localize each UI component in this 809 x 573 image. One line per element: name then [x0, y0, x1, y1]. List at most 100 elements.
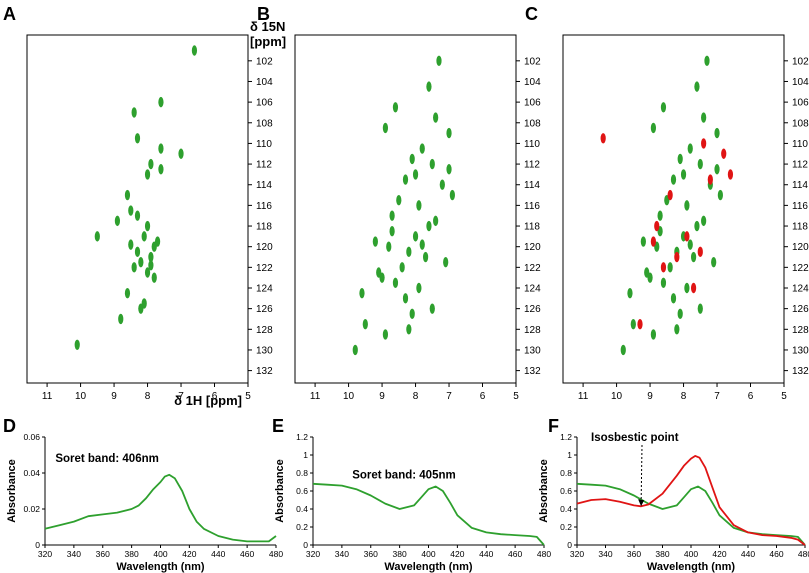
x-tick-label: 480 — [269, 549, 283, 559]
nmr-peak — [419, 239, 425, 250]
nmr-peak — [138, 303, 144, 314]
y-tick-label: 0.2 — [296, 522, 308, 532]
y-tick-label: 120 — [256, 242, 273, 253]
y-tick-label: 132 — [524, 366, 541, 377]
nmr-peak — [154, 236, 161, 247]
nmr-peak — [697, 158, 703, 170]
x-tick-label: 11 — [578, 391, 589, 402]
y-tick-label: 118 — [524, 222, 540, 233]
y-tick-label: 0.4 — [560, 504, 572, 514]
x-axis-label: Wavelength (nm) — [116, 561, 205, 573]
y-tick-label: 1.2 — [560, 432, 572, 442]
x-tick-label: 10 — [75, 391, 87, 402]
x-axis-label: Wavelength (nm) — [384, 561, 473, 573]
y-tick-label: 128 — [256, 325, 273, 336]
y-tick-label: 132 — [792, 366, 809, 377]
nmr-peak — [627, 287, 633, 299]
nmr-peak — [359, 287, 365, 299]
y-tick-label: 130 — [256, 345, 273, 356]
nmr-peak — [694, 81, 700, 92]
nmr-peak — [694, 220, 700, 232]
nmr-peak — [687, 143, 693, 154]
x-tick-label: 7 — [714, 391, 720, 402]
x-axis-label: δ 1H [ppm] — [174, 393, 242, 408]
nmr-peak — [657, 210, 663, 221]
nmr-peak — [124, 189, 131, 201]
y-tick-label: 116 — [256, 201, 272, 212]
nmr-peak — [684, 200, 690, 211]
nmr-peak — [158, 96, 164, 108]
y-tick-label: 110 — [256, 139, 272, 150]
nmr-peak — [191, 45, 198, 56]
nmr-peak — [131, 262, 137, 273]
nmr-peak — [677, 308, 683, 320]
y-tick-label: 0.04 — [23, 468, 40, 478]
nmr-peak — [382, 329, 389, 340]
nmr-peak — [352, 344, 358, 356]
nmr-peak — [389, 226, 395, 237]
x-tick-label: 440 — [741, 549, 755, 559]
nmr-peak — [640, 236, 646, 247]
x-tick-label: 360 — [627, 549, 641, 559]
x-tick-label: 8 — [145, 391, 151, 402]
x-tick-label: 11 — [310, 391, 321, 402]
nmr-peak — [426, 220, 432, 232]
y-tick-label: 0.2 — [560, 522, 572, 532]
nmr-peak — [660, 277, 667, 289]
y-tick-label: 0.8 — [560, 468, 572, 478]
y-tick-label: 122 — [524, 263, 541, 274]
y-tick-label: 106 — [524, 98, 541, 109]
nmr-peak — [144, 169, 151, 180]
x-tick-label: 5 — [513, 391, 519, 402]
nmr-peak — [654, 220, 660, 232]
y-tick-label: 104 — [792, 77, 809, 88]
x-tick-label: 380 — [655, 549, 669, 559]
nmr-peak — [436, 55, 442, 67]
nmr-peak — [406, 324, 412, 335]
y-tick-label: 114 — [792, 180, 808, 191]
panel-label-c: C — [525, 4, 538, 24]
nmr-peak — [426, 81, 432, 92]
y-tick-label: 118 — [792, 222, 808, 233]
x-tick-label: 380 — [125, 549, 139, 559]
nmr-peak — [399, 262, 405, 273]
panel-label-e: E — [272, 416, 284, 436]
x-tick-label: 9 — [379, 391, 385, 402]
x-tick-label: 6 — [480, 391, 486, 402]
nmr-peak — [650, 329, 657, 340]
nmr-peak — [630, 318, 636, 330]
y-tick-label: 122 — [256, 263, 273, 274]
y-tick-label: 0.6 — [296, 486, 308, 496]
panel-label-b: B — [257, 4, 270, 24]
y-tick-label: 118 — [256, 222, 272, 233]
y-tick-label: 1 — [567, 450, 572, 460]
nmr-peak — [667, 189, 673, 201]
nmr-peak — [690, 282, 697, 294]
x-tick-label: 480 — [537, 549, 551, 559]
x-tick-label: 5 — [245, 391, 251, 402]
x-tick-label: 440 — [211, 549, 225, 559]
y-tick-label: 126 — [256, 304, 273, 315]
x-tick-label: 460 — [240, 549, 254, 559]
nmr-peak — [409, 153, 415, 165]
spectrum-line-red — [576, 454, 806, 546]
x-tick-label: 10 — [343, 391, 355, 402]
nmr-peak — [674, 251, 680, 263]
y-tick-label: 126 — [524, 304, 541, 315]
x-tick-label: 380 — [393, 549, 407, 559]
nmr-panel-b: 11 10 9 8 7 6 5 102 104 106 108 110 112 114 116 118 120 1… — [294, 34, 541, 402]
nmr-peak — [406, 246, 412, 258]
nmr-peak — [433, 112, 439, 123]
y-tick-label: 102 — [792, 56, 809, 67]
nmr-peak — [114, 215, 121, 227]
y-tick-label: 112 — [792, 160, 808, 171]
nmr-peak — [422, 251, 429, 263]
y-axis-label: Absorbance — [6, 459, 18, 523]
nmr-peak — [701, 215, 707, 227]
x-tick-label: 480 — [798, 549, 809, 559]
spectrum-line-green — [44, 473, 277, 543]
isosbestic-arrow — [640, 444, 643, 503]
panel-label-f: F — [548, 416, 559, 436]
nmr-peak — [138, 256, 144, 268]
y-axis-label: Absorbance — [274, 459, 286, 523]
